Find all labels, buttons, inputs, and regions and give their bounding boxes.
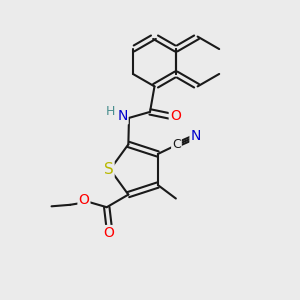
Text: N: N	[117, 110, 128, 123]
Text: C: C	[172, 139, 181, 152]
Text: N: N	[190, 129, 201, 143]
Text: O: O	[79, 193, 89, 207]
Text: O: O	[170, 110, 181, 123]
Text: S: S	[104, 162, 113, 177]
Text: H: H	[106, 105, 115, 118]
Text: O: O	[104, 226, 115, 240]
